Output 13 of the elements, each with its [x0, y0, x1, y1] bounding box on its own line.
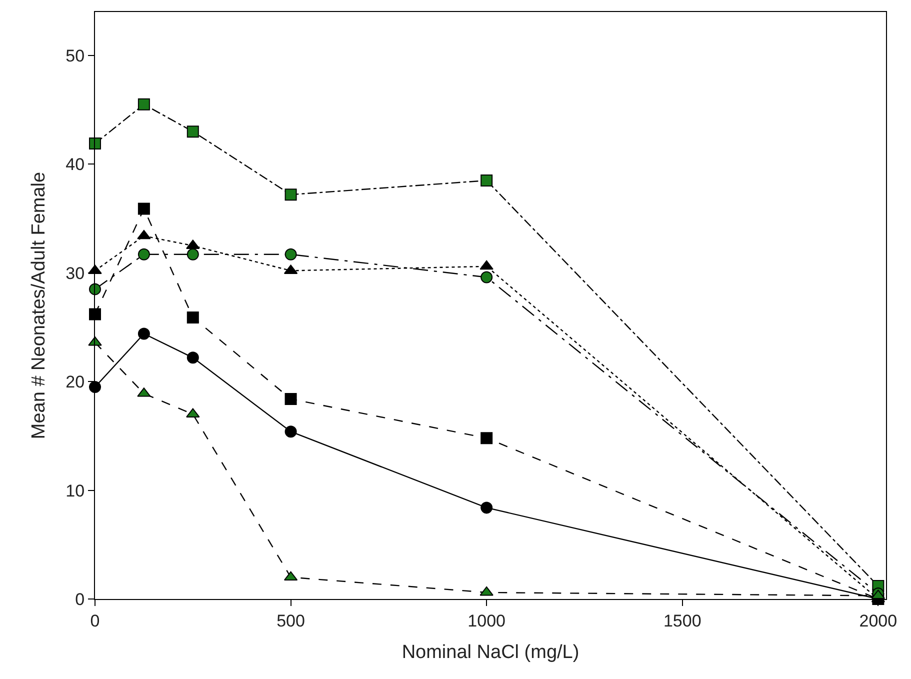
- y-tick-label: 0: [75, 590, 85, 609]
- x-tick-label: 1500: [663, 611, 702, 630]
- x-tick-label: 2000: [859, 611, 898, 630]
- x-tick-label: 1000: [468, 611, 506, 630]
- x-axis-title: Nominal NaCl (mg/L): [402, 642, 580, 664]
- x-tick-label: 0: [90, 611, 100, 630]
- y-tick-label: 30: [66, 264, 85, 283]
- x-tick-label: 500: [276, 611, 305, 630]
- y-axis-title: Mean # Neonates/Adult Female: [28, 172, 50, 440]
- y-tick-label: 20: [66, 372, 85, 392]
- y-tick-label: 50: [66, 46, 85, 66]
- y-tick-label: 40: [66, 155, 85, 174]
- y-tick-label: 10: [66, 481, 85, 500]
